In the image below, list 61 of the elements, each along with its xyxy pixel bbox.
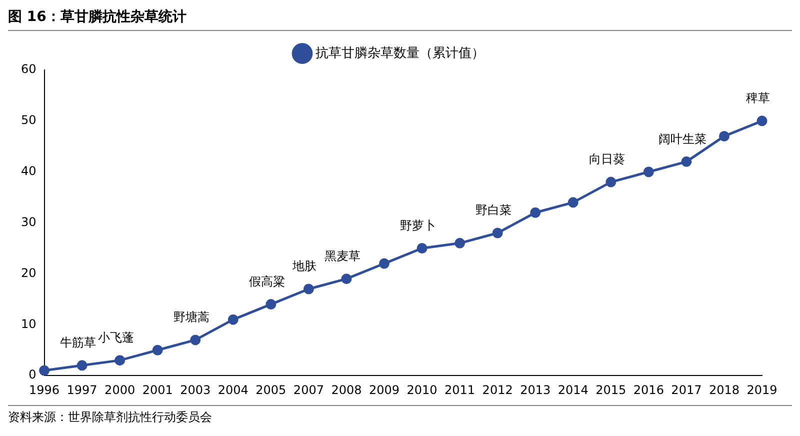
chart-title: 图 16：草甘膦抗性杂草统计 [8, 8, 792, 31]
annotation: 稗草 [746, 91, 770, 106]
annotation: 假高粱 [248, 274, 285, 288]
point [643, 166, 654, 178]
y-tick-label: 40 [20, 164, 36, 178]
point [228, 314, 238, 325]
point [303, 284, 314, 294]
annotation: 小飞蓬 [98, 330, 134, 344]
point [530, 207, 541, 218]
point [114, 355, 126, 366]
point [416, 243, 428, 254]
x-tick-label: 2009 [368, 382, 400, 397]
point [681, 156, 692, 167]
annotation: 向日葵 [588, 152, 625, 166]
x-tick-label: 2016 [633, 382, 664, 397]
x-tick-label: 2018 [708, 382, 740, 397]
point [341, 274, 352, 284]
y-tick-label: 30 [20, 214, 36, 229]
annotation: 野白菜 [476, 203, 512, 218]
x-tick-label: 2000 [104, 382, 136, 397]
point [152, 344, 163, 356]
x-tick-label: 2013 [520, 382, 551, 397]
point [190, 334, 201, 346]
x-tick-label: 2014 [558, 382, 588, 397]
point [76, 360, 88, 371]
annotation: 地肤 [292, 259, 317, 274]
x-tick-label: 1997 [66, 382, 98, 397]
x-tick-label: 2008 [331, 382, 362, 397]
y-tick-label: 50 [20, 113, 36, 128]
x-tick-label: 2001 [142, 382, 173, 397]
point [266, 299, 276, 310]
x-tick-label: 2019 [746, 382, 778, 397]
annotation: 牛筋草 [60, 336, 96, 350]
x-tick-label: 2012 [482, 382, 513, 397]
x-tick-label: 2011 [444, 382, 476, 397]
point [378, 258, 390, 269]
annotation: 黑麦草 [324, 248, 360, 263]
point [568, 197, 578, 208]
point [606, 176, 616, 188]
point [756, 116, 768, 126]
x-tick-label: 1996 [28, 382, 60, 397]
point [39, 365, 50, 376]
x-tick-label: 2017 [671, 382, 702, 397]
x-tick-label: 2005 [256, 382, 286, 397]
point [718, 130, 730, 142]
y-tick-label: 60 [20, 62, 36, 76]
x-tick-label: 2004 [218, 382, 248, 397]
text: 资料来源：世界除草剂抗性行动委员会 [8, 409, 213, 426]
x-tick-label: 2007 [293, 382, 324, 397]
y-tick-label: 20 [20, 266, 36, 280]
annotation: 阔叶生菜 [658, 132, 706, 146]
x-tick-label: 2003 [180, 382, 211, 397]
x-tick-label: 2015 [596, 382, 626, 397]
point [492, 228, 503, 238]
annotation: 野塘蒿 [173, 310, 210, 324]
y-tick-label: 10 [20, 316, 36, 331]
x-tick-label: 2010 [406, 382, 438, 397]
point [454, 238, 466, 248]
y-tick-label: 0 [28, 368, 36, 382]
annotation: 野萝卜 [400, 218, 436, 232]
legend-label: 抗草甘膦杂草数量（累计值） [315, 46, 484, 61]
